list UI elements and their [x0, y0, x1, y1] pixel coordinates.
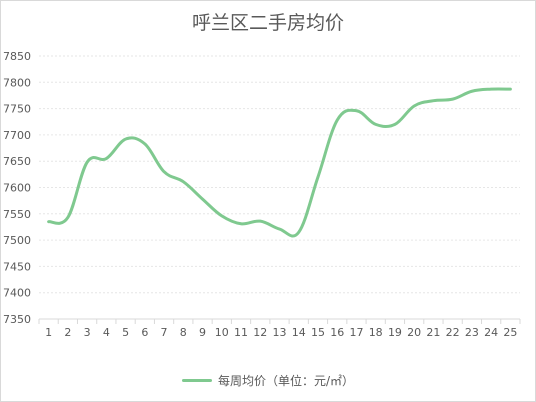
x-tick-label: 2 [64, 326, 71, 339]
x-tick-label: 10 [215, 326, 229, 339]
x-tick-label: 25 [503, 326, 517, 339]
series-line [47, 87, 512, 238]
grid-lines [39, 55, 520, 294]
y-tick-label: 7350 [3, 313, 31, 326]
y-tick-label: 7800 [3, 76, 31, 89]
x-axis: 1 2 3 4 5 6 7 8 9 10 11 12 13 14 15 16 17 18 19 20 21 22 23 24 2… [38, 318, 521, 339]
x-tick-label: 1 [45, 326, 52, 339]
x-tick-label: 15 [311, 326, 325, 339]
x-tick-label: 13 [273, 326, 287, 339]
series-lines [47, 87, 512, 238]
x-tick-label: 7 [161, 326, 168, 339]
y-tick-label: 7450 [3, 260, 31, 273]
x-tick-label: 16 [330, 326, 344, 339]
x-tick-label: 5 [122, 326, 129, 339]
y-tick-label: 7600 [3, 182, 31, 195]
x-tick-label: 8 [180, 326, 187, 339]
y-tick-label: 7700 [3, 129, 31, 142]
legend-label: 每周均价（单位：元/㎡） [217, 374, 355, 388]
x-tick-label: 9 [199, 326, 206, 339]
x-tick-label: 18 [369, 326, 383, 339]
x-tick-label: 4 [103, 326, 110, 339]
x-tick-label: 14 [292, 326, 306, 339]
legend: 每周均价（单位：元/㎡） [0, 372, 536, 389]
y-tick-label: 7400 [3, 287, 31, 300]
y-tick-label: 7650 [3, 155, 31, 168]
x-tick-label: 6 [141, 326, 148, 339]
x-tick-label: 17 [349, 326, 363, 339]
y-tick-label: 7750 [3, 103, 31, 116]
x-tick-label: 23 [465, 326, 479, 339]
x-tick-label: 22 [446, 326, 460, 339]
x-tick-label: 3 [84, 326, 91, 339]
x-tick-label: 20 [407, 326, 421, 339]
x-tick-label: 12 [253, 326, 267, 339]
legend-swatch [181, 379, 212, 382]
y-tick-label: 7550 [3, 208, 31, 221]
y-tick-label: 7850 [3, 50, 31, 63]
y-axis-ticks: 7350 7400 7450 7500 7550 7600 7650 7700 7750 7800… [3, 50, 31, 326]
x-tick-label: 19 [388, 326, 402, 339]
chart-title: 呼兰区二手房均价 [191, 12, 344, 34]
x-tick-label: 11 [234, 326, 248, 339]
y-tick-label: 7500 [3, 234, 31, 247]
x-tick-label: 21 [426, 326, 440, 339]
x-tick-label: 24 [484, 326, 498, 339]
